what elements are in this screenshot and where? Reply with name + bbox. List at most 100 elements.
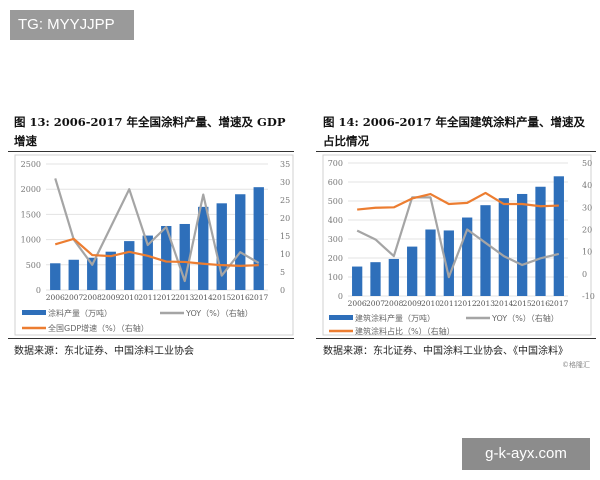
- chart-2-bar-2007: [370, 262, 381, 296]
- chart-2-right-tick: -10: [582, 292, 595, 301]
- chart-2-legend-label-2: 建筑涂料占比（%）（右轴）: [355, 326, 455, 336]
- chart-1-x-tick: 2014: [194, 293, 213, 302]
- chart-1-bar-2008: [87, 257, 98, 290]
- chart-2-bar-2008: [388, 258, 399, 296]
- chart-2-left-tick: 0: [338, 292, 343, 301]
- chart-2-bar-2011: [443, 230, 454, 296]
- chart-2-bar-2014: [498, 198, 509, 296]
- chart-1-legend-swatch-bar: [22, 310, 46, 315]
- chart-1-left-tick: 2000: [21, 185, 41, 194]
- chart-2-left-tick: 500: [328, 197, 343, 206]
- chart-1-x-tick: 2007: [64, 293, 83, 302]
- chart-1-right-tick: 10: [280, 250, 290, 259]
- chart-2-bar-2017: [553, 176, 564, 296]
- chart-1-x-tick: 2016: [231, 293, 250, 302]
- chart-1-left-tick: 0: [36, 286, 41, 295]
- chart-1-title: 图 13: 2006-2017 年全国涂料产量、增速及 GDP 增速: [14, 115, 286, 148]
- chart-2-bar-2010: [425, 229, 436, 296]
- chart-2-title: 图 14: 2006-2017 年全国建筑涂料产量、增速及占比情况: [323, 115, 586, 148]
- chart-2-frame: [322, 154, 592, 336]
- chart-2-legend-label-0: 建筑涂料产量（万吨）: [355, 313, 435, 323]
- chart-1-legend-label-1: YOY（%）（右轴）: [185, 308, 253, 318]
- chart-1-bar-2006: [50, 263, 61, 290]
- chart-2-x-tick: 2015: [513, 299, 532, 308]
- chart-2-left-tick: 400: [328, 216, 343, 225]
- chart-1-x-tick: 2006: [46, 293, 65, 302]
- chart-2-right-tick: 40: [582, 181, 592, 190]
- chart-2-top-rule: [316, 151, 596, 152]
- chart-2-x-tick: 2006: [348, 299, 367, 308]
- chart-1-line-1: [54, 178, 260, 283]
- chart-2-line-2: [357, 191, 559, 211]
- chart-1-right-tick: 15: [280, 232, 290, 241]
- chart-2-line-1: [356, 196, 560, 279]
- chart-2-left-tick: 300: [328, 235, 343, 244]
- chart-1-bar-2009: [105, 251, 116, 290]
- chart-1-left-tick: 1000: [21, 236, 41, 245]
- chart-1-legend-label-2: 全国GDP增速（%）（右轴）: [48, 323, 149, 333]
- credit: ©格隆汇: [562, 361, 590, 369]
- chart-1-bar-2007: [68, 259, 79, 290]
- chart-1-x-tick: 2013: [175, 293, 194, 302]
- chart-2-bar-2013: [480, 205, 491, 296]
- chart-2-x-tick: 2017: [549, 299, 568, 308]
- chart-1-top-rule: [8, 151, 294, 152]
- chart-2-right-tick: 50: [582, 159, 592, 168]
- chart-2-bottom-rule: [316, 338, 596, 339]
- chart-2-legend-swatch-bar: [329, 315, 353, 320]
- chart-1-right-tick: 30: [280, 178, 290, 187]
- chart-1-bar-2011: [142, 235, 153, 290]
- chart-2-x-tick: 2014: [494, 299, 513, 308]
- chart-1-right-tick: 20: [280, 214, 290, 223]
- chart-1-left-tick: 500: [26, 261, 41, 270]
- chart-2-left-tick: 200: [328, 254, 343, 263]
- chart-2-right-tick: 20: [582, 226, 592, 235]
- chart-1-left-tick: 2500: [21, 160, 41, 169]
- chart-1-x-tick: 2012: [157, 293, 176, 302]
- chart-2-x-tick: 2016: [531, 299, 550, 308]
- chart-1-bar-2013: [179, 223, 190, 290]
- chart-2-x-tick: 2008: [384, 299, 403, 308]
- chart-1-bar-2015: [216, 203, 227, 290]
- chart-2-right-tick: 10: [582, 248, 592, 257]
- chart-1-frame: [14, 154, 294, 336]
- chart-2-right-tick: 30: [582, 203, 592, 212]
- chart-1-x-tick: 2017: [249, 293, 268, 302]
- chart-2-bar-2006: [352, 266, 363, 296]
- chart-1-bar-2012: [161, 225, 172, 290]
- chart-1-source: 数据来源：东北证券、中国涂料工业协会: [14, 346, 194, 357]
- chart-1-x-tick: 2011: [138, 293, 157, 302]
- chart-1-bar-2010: [124, 241, 135, 290]
- chart-2-left-tick: 100: [328, 273, 343, 282]
- chart-1-right-tick: 25: [280, 196, 290, 205]
- chart-1-x-tick: 2010: [120, 293, 139, 302]
- chart-1-x-tick: 2008: [83, 293, 102, 302]
- chart-2-x-tick: 2012: [458, 299, 477, 308]
- chart-1-x-tick: 2009: [101, 293, 120, 302]
- chart-2-legend-label-1: YOY（%）（右轴）: [491, 313, 559, 323]
- chart-1-left-tick: 1500: [21, 210, 41, 219]
- chart-1-bar-2014: [198, 206, 209, 290]
- chart-1-line-2: [54, 237, 259, 267]
- chart-1-right-tick: 5: [280, 268, 285, 277]
- chart-2-x-tick: 2010: [421, 299, 440, 308]
- chart-1-legend-label-0: 涂料产量（万吨）: [48, 308, 112, 318]
- chart-1-bar-2017: [253, 187, 264, 290]
- chart-2-bar-2012: [462, 217, 473, 296]
- chart-2-left-tick: 600: [328, 178, 343, 187]
- chart-2-bar-2015: [517, 193, 528, 296]
- chart-2-bar-2016: [535, 186, 546, 296]
- chart-1-bottom-rule: [8, 338, 294, 339]
- chart-2-left-tick: 700: [328, 159, 343, 168]
- chart-2-x-tick: 2007: [366, 299, 385, 308]
- chart-2-x-tick: 2011: [439, 299, 458, 308]
- chart-2-bar-2009: [407, 246, 418, 296]
- chart-2-source: 数据来源：东北证券、中国涂料工业协会、《中国涂料》: [323, 346, 568, 357]
- chart-1-bar-2016: [235, 194, 246, 290]
- chart-1-x-tick: 2015: [212, 293, 231, 302]
- chart-2-right-tick: 0: [582, 270, 587, 279]
- chart-2-x-tick: 2009: [403, 299, 422, 308]
- chart-1-right-tick: 35: [280, 160, 290, 169]
- watermark: g-k-ayx.com: [462, 438, 590, 470]
